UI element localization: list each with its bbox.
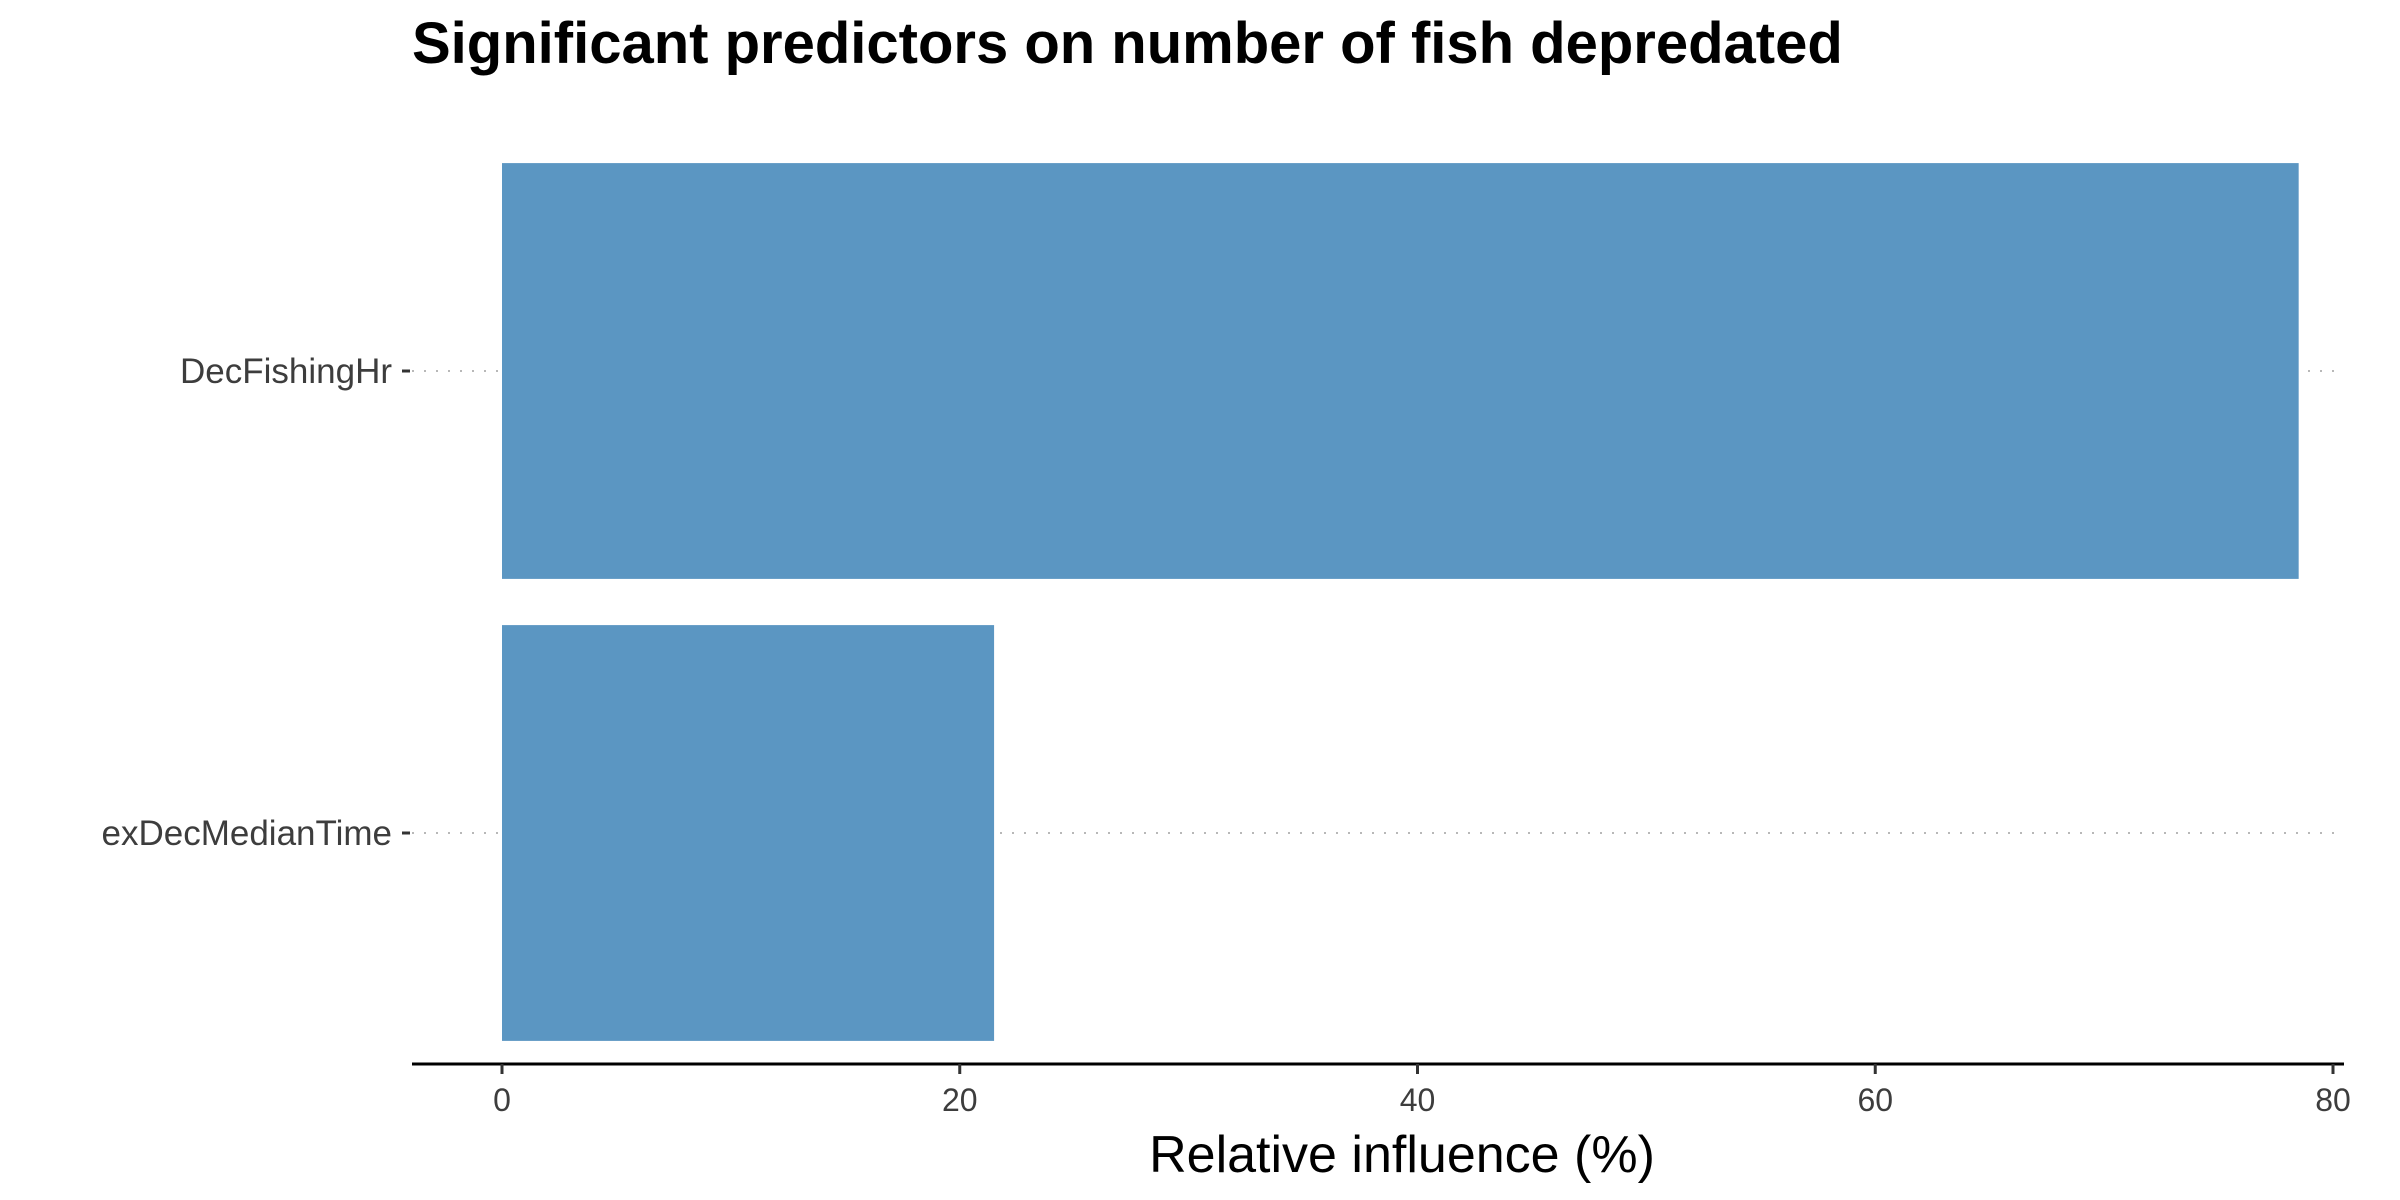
x-tick-label: 20 [942,1082,978,1118]
chart-title: Significant predictors on number of fish… [412,11,1843,76]
x-axis-title: Relative influence (%) [1149,1126,1655,1184]
x-tick-label: 40 [1400,1082,1436,1118]
y-axis: DecFishingHr exDecMedianTime [102,352,410,853]
bar [502,625,995,1041]
y-tick-label: DecFishingHr [180,352,392,391]
y-tick-label: exDecMedianTime [102,814,392,853]
bars [502,163,2299,1041]
x-axis: 0 20 40 60 80 [412,1062,2351,1118]
x-tick-label: 0 [493,1082,511,1118]
x-tick-label: 60 [1857,1082,1893,1118]
bar [502,163,2299,579]
x-tick-label: 80 [2315,1082,2351,1118]
